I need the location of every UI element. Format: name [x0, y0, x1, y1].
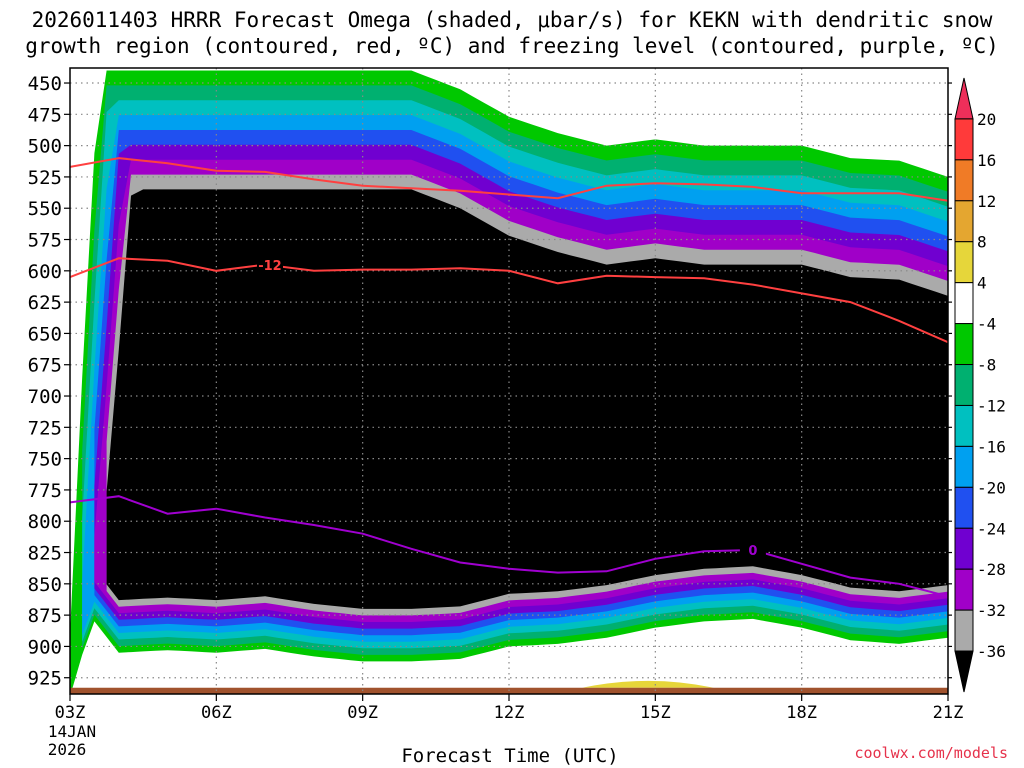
contour-line-0 — [70, 157, 948, 202]
x-tick-label-09Z: 09Z — [347, 703, 378, 723]
y-tick-label-700: 700 — [28, 386, 62, 408]
contour-label-2: 0 — [748, 544, 757, 559]
colorbar-label-7: -12 — [977, 396, 1006, 415]
y-tick-label-900: 900 — [28, 636, 62, 658]
colorbar-label-10: -24 — [977, 519, 1006, 538]
contour-label-1: -12 — [258, 259, 282, 274]
colorbar-swatch-4 — [954, 241, 974, 284]
contour-line-1 — [70, 257, 948, 344]
x-tick-label-21Z: 21Z — [933, 703, 964, 723]
credit-text: coolwx.com/models — [854, 744, 1008, 762]
colorbar-label-4: 4 — [977, 274, 987, 293]
y-tick-label-650: 650 — [28, 323, 62, 345]
colorbar-label-1: 16 — [977, 151, 996, 170]
omega-band-8 — [106, 189, 948, 609]
colorbar-swatch-6 — [954, 323, 974, 366]
y-tick-label-550: 550 — [28, 198, 62, 220]
x-tick-label-06Z: 06Z — [201, 703, 232, 723]
y-tick-label-875: 875 — [28, 605, 62, 627]
y-tick-label-525: 525 — [28, 167, 62, 189]
plot-content: -12 0 — [70, 68, 948, 694]
axes: 450 475 500 525 550 575 600 625 650 675 700 725 750 7… — [28, 67, 964, 759]
colorbar-arrow-bottom — [954, 650, 974, 693]
colorbar-label-12: -32 — [977, 601, 1006, 620]
colorbar-label-2: 12 — [977, 192, 996, 211]
x-axis-label: Forecast Time (UTC) — [401, 745, 619, 767]
colorbar-swatch-5 — [954, 282, 974, 325]
colorbar-arrow-top — [954, 77, 974, 120]
x-tick-label-03Z: 03Z — [55, 703, 86, 723]
y-tick-label-850: 850 — [28, 574, 62, 596]
y-tick-label-800: 800 — [28, 511, 62, 533]
colorbar-swatch-12 — [954, 568, 974, 611]
y-tick-label-675: 675 — [28, 355, 62, 377]
x-tick-label-15Z: 15Z — [640, 703, 671, 723]
y-tick-label-775: 775 — [28, 480, 62, 502]
colorbar-swatch-13 — [954, 609, 974, 652]
colorbar-swatch-11 — [954, 527, 974, 570]
y-tick-label-475: 475 — [28, 104, 62, 126]
colorbar-swatch-8 — [954, 404, 974, 447]
colorbar-swatch-9 — [954, 445, 974, 488]
y-tick-label-825: 825 — [28, 543, 62, 565]
contour-label-bg-2 — [739, 542, 766, 559]
contour-line-2 — [70, 495, 948, 598]
y-tick-label-575: 575 — [28, 230, 62, 252]
colorbar-label-9: -20 — [977, 478, 1006, 497]
x-tick-label-18Z: 18Z — [786, 703, 817, 723]
colorbar-label-8: -16 — [977, 437, 1006, 456]
y-tick-label-925: 925 — [28, 668, 62, 690]
y-tick-label-750: 750 — [28, 449, 62, 471]
colorbar-label-6: -8 — [977, 356, 996, 375]
chart-title-line-1: 2026011403 HRRR Forecast Omega (shaded, … — [31, 8, 993, 32]
colorbar-label-13: -36 — [977, 642, 1006, 661]
colorbar-swatch-1 — [954, 118, 974, 161]
y-tick-label-625: 625 — [28, 292, 62, 314]
plot-area: -12 0 — [70, 68, 948, 694]
contour-label-bg-1 — [256, 257, 283, 274]
y-tick-label-450: 450 — [28, 73, 62, 95]
x-date-label: 14JAN — [48, 722, 96, 741]
chart-title-line-2: growth region (contoured, red, ºC) and f… — [25, 34, 999, 58]
colorbar-swatch-10 — [954, 486, 974, 529]
x-tick-label-12Z: 12Z — [494, 703, 525, 723]
colorbar-label-0: 20 — [977, 110, 996, 129]
colorbar-swatch-2 — [954, 159, 974, 202]
colorbar-swatch-3 — [954, 200, 974, 243]
colorbar-swatch-7 — [954, 364, 974, 406]
y-tick-label-600: 600 — [28, 261, 62, 283]
colorbar-label-5: -4 — [977, 315, 996, 334]
colorbar: 20 16 12 8 4 -4 -8 -12 -16 -20 -24 -28 -32 -36 — [954, 77, 1006, 693]
y-tick-label-500: 500 — [28, 136, 62, 158]
colorbar-label-3: 8 — [977, 233, 987, 252]
y-tick-label-725: 725 — [28, 417, 62, 439]
omega-positive-patch — [582, 680, 714, 688]
x-year-label: 2026 — [48, 740, 87, 759]
colorbar-label-11: -28 — [977, 560, 1006, 579]
